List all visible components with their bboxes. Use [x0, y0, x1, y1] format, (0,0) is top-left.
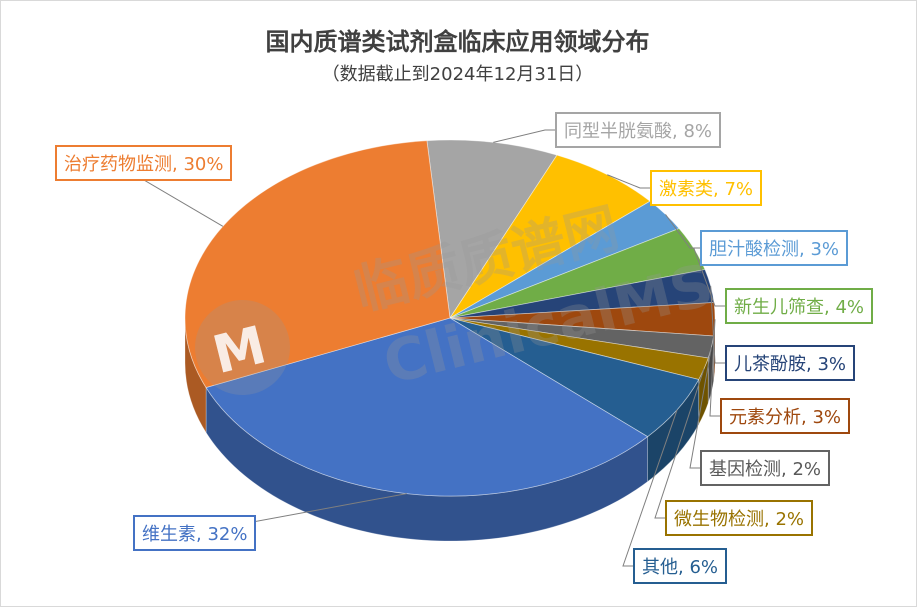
pie-slice-10 — [184, 140, 451, 389]
slice-label-1: 激素类, 7% — [650, 170, 762, 206]
slice-label-7: 微生物检测, 2% — [665, 500, 813, 536]
leader-line-7 — [654, 368, 705, 519]
pie-slice-1 — [449, 154, 651, 319]
pie-top — [184, 139, 716, 497]
slice-label-4: 儿茶酚胺, 3% — [725, 345, 855, 381]
leader-line-1 — [607, 174, 650, 189]
slice-label-9: 维生素, 32% — [133, 515, 257, 551]
slice-label-3: 新生儿筛查, 4% — [725, 288, 873, 324]
slice-label-2: 胆汁酸检测, 3% — [700, 230, 848, 266]
leader-line-8 — [622, 409, 678, 567]
leader-line-3 — [693, 248, 725, 307]
slice-label-5: 元素分析, 3% — [720, 398, 850, 434]
slice-label-6: 基因检测, 2% — [700, 450, 830, 486]
leader-line-2 — [665, 214, 700, 249]
chart-subtitle: （数据截止到2024年12月31日） — [321, 64, 594, 85]
leader-line-5 — [709, 319, 720, 417]
slice-label-10: 治疗药物监测, 30% — [55, 145, 233, 181]
chart-title: 国内质谱类试剂盒临床应用领域分布 — [265, 28, 650, 56]
leader-line-6 — [689, 346, 712, 469]
slice-label-0: 同型半胱氨酸, 8% — [555, 112, 721, 148]
leader-line-4 — [710, 285, 725, 364]
leader-line-0 — [493, 129, 555, 143]
slice-label-8: 其他, 6% — [633, 548, 727, 584]
